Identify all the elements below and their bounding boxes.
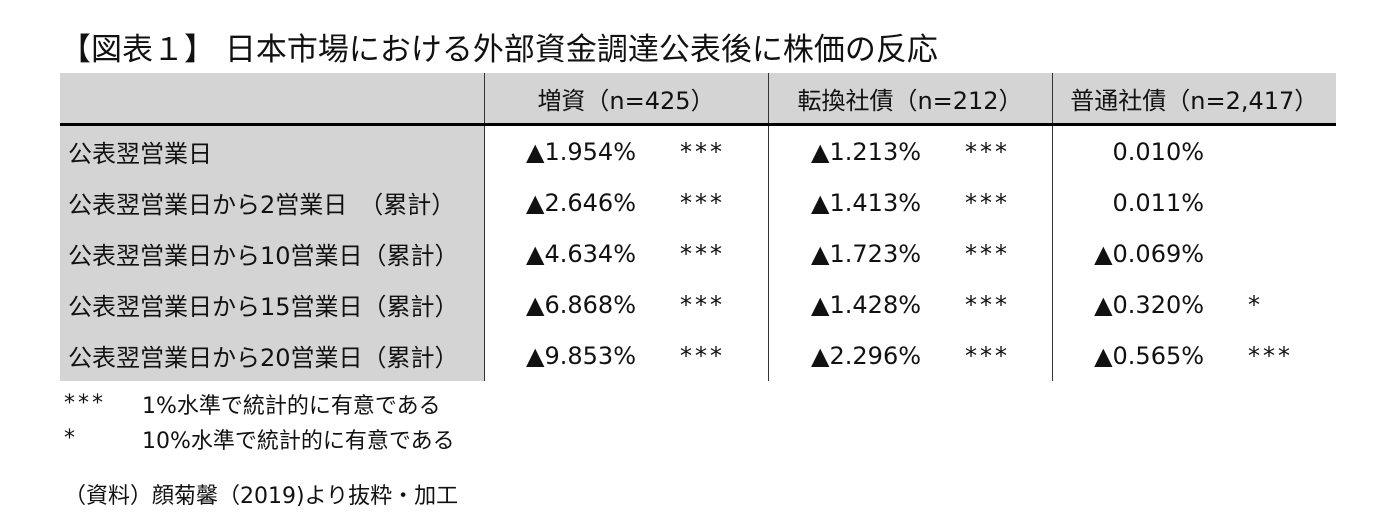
value-cell: ▲1.954%	[483, 124, 674, 177]
figure-title: 【図表１】 日本市場における外部資金調達公表後に株価の反応	[60, 32, 938, 68]
row-label: 公表翌営業日から20営業日（累計）	[60, 330, 484, 381]
value-cell: ▲0.320%	[1051, 279, 1243, 330]
significance-mark: ***	[965, 290, 1011, 319]
significance-mark: ***	[680, 341, 725, 370]
table-row: 公表翌営業日から15営業日（累計） ▲6.868% *** ▲1.428% **…	[60, 279, 1336, 330]
table-row: 公表翌営業日から10営業日（累計） ▲4.634% *** ▲1.723% **…	[60, 228, 1336, 279]
value-cell: ▲1.723%	[767, 228, 960, 279]
significance-mark: ***	[965, 239, 1011, 268]
row-label: 公表翌営業日から2営業日 （累計）	[60, 177, 484, 228]
value-cell: ▲1.413%	[767, 177, 960, 228]
footnote-text: 10%水準で統計的に有意である	[142, 428, 455, 454]
column-header-straight-bond: 普通社債（n=2,417）	[1051, 73, 1337, 126]
row-label: 公表翌営業日から15営業日（累計）	[60, 279, 484, 330]
significance-mark: ***	[965, 188, 1011, 217]
row-label: 公表翌営業日	[60, 124, 484, 177]
header-row: 増資（n=425） 転換社債（n=212） 普通社債（n=2,417）	[60, 73, 1337, 126]
footnote-text: 1%水準で統計的に有意である	[142, 393, 441, 419]
value-cell: ▲9.853%	[483, 330, 674, 381]
row-label: 公表翌営業日から10営業日（累計）	[60, 228, 484, 279]
footnotes: *** 1%水準で統計的に有意である * 10%水準で統計的に有意である	[64, 386, 455, 456]
value-cell: ▲2.296%	[767, 330, 960, 381]
column-header-equity: 増資（n=425）	[483, 73, 769, 126]
significance-mark	[1242, 125, 1336, 178]
value-cell: ▲4.634%	[483, 228, 674, 279]
value-cell: ▲0.069%	[1051, 228, 1243, 279]
value-cell: ▲1.428%	[767, 279, 960, 330]
significance-mark: ***	[965, 137, 1011, 166]
significance-mark: ***	[1248, 341, 1294, 370]
footnote: *** 1%水準で統計的に有意である	[64, 386, 455, 421]
column-header-convertible-bond: 転換社債（n=212）	[767, 73, 1053, 126]
value-cell: 0.010%	[1051, 124, 1243, 177]
footnote-mark: *	[64, 426, 78, 451]
table-row: 公表翌営業日から2営業日 （累計） ▲2.646% *** ▲1.413% **…	[60, 177, 1336, 228]
value-cell: 0.011%	[1051, 177, 1243, 228]
significance-mark: ***	[680, 188, 725, 217]
significance-mark: ***	[965, 341, 1011, 370]
table-row: 公表翌営業日から20営業日（累計） ▲9.853% *** ▲2.296% **…	[60, 330, 1336, 381]
value-cell: ▲1.213%	[767, 124, 960, 177]
footnote-mark: ***	[64, 391, 106, 416]
value-cell: ▲6.868%	[483, 279, 674, 330]
header-blank	[60, 73, 484, 126]
significance-mark: *	[1248, 290, 1264, 319]
significance-mark: ***	[680, 137, 725, 166]
results-table: 増資（n=425） 転換社債（n=212） 普通社債（n=2,417） 公表翌営…	[60, 73, 1337, 381]
significance-mark: ***	[680, 239, 725, 268]
footnote: * 10%水準で統計的に有意である	[64, 421, 455, 456]
source-note: （資料）顔菊馨（2019)より抜粋・加工	[64, 484, 459, 509]
value-cell: ▲2.646%	[483, 177, 674, 228]
significance-mark	[1242, 228, 1336, 279]
significance-mark	[1242, 177, 1336, 228]
table-row: 公表翌営業日 ▲1.954% *** ▲1.213% *** 0.010%	[60, 124, 1336, 178]
value-cell: ▲0.565%	[1051, 330, 1243, 381]
significance-mark: ***	[680, 290, 725, 319]
